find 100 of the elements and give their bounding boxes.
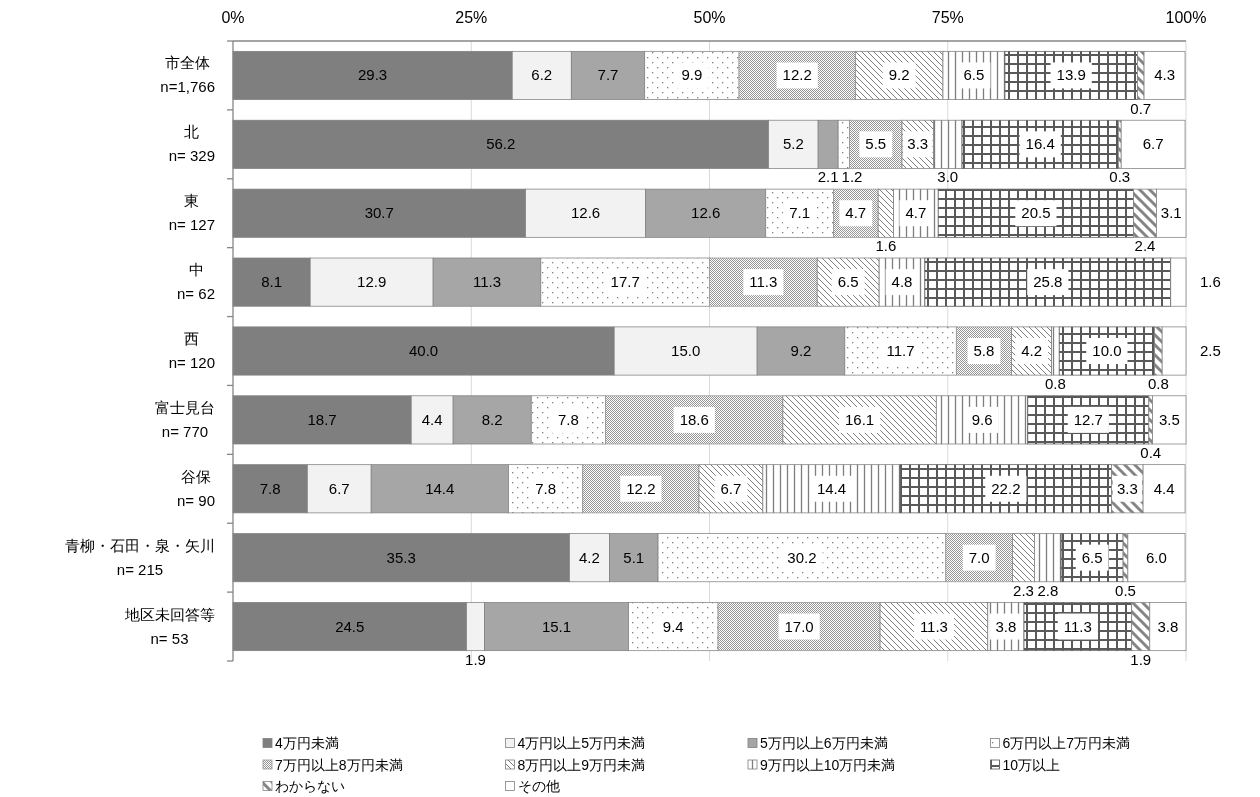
data-label: 18.7 [307, 410, 337, 428]
data-label: 40.0 [409, 342, 439, 359]
data-label: 0.7 [1130, 99, 1152, 117]
data-label: 11.7 [886, 342, 915, 359]
data-label: 6.5 [837, 273, 859, 291]
data-label: 4.8 [891, 273, 913, 291]
data-label: 2.1 [817, 168, 839, 186]
y-tick-label: 中 n= 62 [177, 261, 215, 303]
data-label: 13.9 [1056, 66, 1086, 84]
x-tick-label: 75% [931, 9, 964, 26]
data-label: 1.9 [1130, 650, 1152, 668]
data-label: 11.3 [749, 273, 778, 291]
data-label: 7.0 [968, 548, 990, 566]
data-label: 6.7 [328, 479, 350, 497]
data-label: 10.0 [1092, 342, 1122, 359]
data-label: 9.2 [888, 66, 910, 84]
data-label: 18.6 [679, 410, 709, 428]
data-label: 0.8 [1045, 375, 1066, 393]
data-label: 7.8 [259, 479, 281, 497]
data-label: 12.7 [1073, 410, 1103, 428]
data-label: 12.6 [571, 204, 601, 222]
data-label: 15.1 [541, 617, 572, 635]
x-tick-label: 0% [221, 9, 245, 26]
data-label: 35.3 [386, 548, 416, 566]
data-label: 11.3 [1063, 617, 1092, 635]
data-label: 0.3 [1109, 168, 1131, 186]
data-label: 4.2 [1021, 342, 1043, 359]
data-label: 1.2 [841, 168, 863, 186]
data-label: 4.4 [421, 410, 443, 428]
data-label: 1.9 [465, 650, 486, 668]
bar [1152, 395, 1187, 445]
data-label: 8.1 [261, 273, 283, 291]
y-tick-label: 谷保 n= 90 [177, 467, 215, 509]
data-label: 4.7 [905, 204, 927, 222]
data-label: 8.2 [481, 410, 503, 428]
data-label: 16.4 [1025, 135, 1055, 153]
data-label: 5.5 [865, 135, 887, 153]
data-label: 9.2 [790, 342, 812, 359]
data-label: 7.8 [535, 479, 557, 497]
data-label: 6.0 [1146, 548, 1167, 566]
data-label: 17.0 [784, 617, 814, 635]
data-label: 3.3 [907, 135, 929, 153]
data-label: 1.6 [875, 237, 897, 255]
legend-label: 4万円以上5万円未満 [517, 735, 646, 751]
legend-label: 7万円以上8万円未満 [275, 756, 403, 773]
x-tick-label: 100% [1165, 9, 1207, 26]
data-label: 12.2 [782, 66, 812, 84]
data-label: 4.3 [1154, 66, 1175, 84]
data-label: 0.5 [1115, 581, 1136, 599]
y-tick-label: 地区未回答等 n= 53 [123, 605, 215, 647]
data-label: 3.8 [995, 617, 1017, 635]
data-label: 4.2 [578, 548, 600, 566]
data-label: 25.8 [1033, 273, 1063, 291]
data-label: 14.4 [425, 479, 455, 497]
bar [1170, 257, 1187, 307]
data-label: 4.4 [1153, 479, 1175, 497]
data-label: 0.4 [1140, 444, 1162, 461]
data-label: 14.4 [816, 479, 847, 497]
data-label: 3.3 [1116, 479, 1138, 497]
data-label: 2.3 [1013, 581, 1034, 599]
data-label: 3.8 [1157, 617, 1179, 635]
data-label: 5.2 [782, 135, 804, 153]
y-tick-label: 北 n= 329 [168, 123, 215, 165]
bar [924, 257, 1172, 307]
data-label: 1.6 [1200, 273, 1221, 291]
x-tick-label: 25% [455, 9, 488, 26]
data-label: 7.1 [789, 204, 810, 222]
data-label: 5.1 [623, 548, 645, 566]
data-label: 4.7 [845, 204, 867, 222]
data-label: 17.7 [610, 273, 640, 291]
data-label: 6.7 [1142, 135, 1164, 153]
data-label: 12.9 [357, 273, 387, 291]
data-label: 2.5 [1200, 342, 1221, 359]
data-label: 3.1 [1160, 204, 1182, 222]
legend-label: 5万円以上6万円未満 [760, 735, 888, 751]
data-label: 7.7 [597, 66, 619, 84]
bar [937, 188, 1134, 238]
legend-label: 9万円以上10万円未満 [760, 756, 896, 773]
data-label: 20.5 [1021, 204, 1051, 222]
bar [1120, 119, 1186, 169]
legend-label: わからない [275, 778, 345, 794]
y-tick-label: 西 n= 120 [168, 330, 215, 371]
data-label: 0.8 [1147, 375, 1169, 393]
legend-label: 8万円以上9万円未満 [517, 756, 646, 773]
data-label: 3.5 [1158, 410, 1180, 428]
data-label: 56.2 [486, 135, 516, 153]
data-label: 5.8 [973, 342, 995, 359]
legend-label: 6万円以上7万円未満 [1002, 735, 1131, 751]
data-label: 6.2 [531, 66, 553, 84]
data-label: 2.8 [1037, 581, 1059, 599]
y-tick-label: 青柳・石田・泉・矢川 n= 215 [65, 536, 215, 578]
data-label: 2.4 [1134, 237, 1156, 255]
y-tick-label: 富士見台 n= 770 [155, 398, 215, 440]
data-label: 30.7 [364, 204, 394, 222]
data-label: 6.7 [720, 479, 742, 497]
data-label: 6.5 [1081, 548, 1103, 566]
data-label: 12.6 [691, 204, 721, 222]
data-label: 22.2 [991, 479, 1021, 497]
legend-label: 4万円未満 [275, 735, 339, 751]
data-label: 9.4 [662, 617, 684, 635]
